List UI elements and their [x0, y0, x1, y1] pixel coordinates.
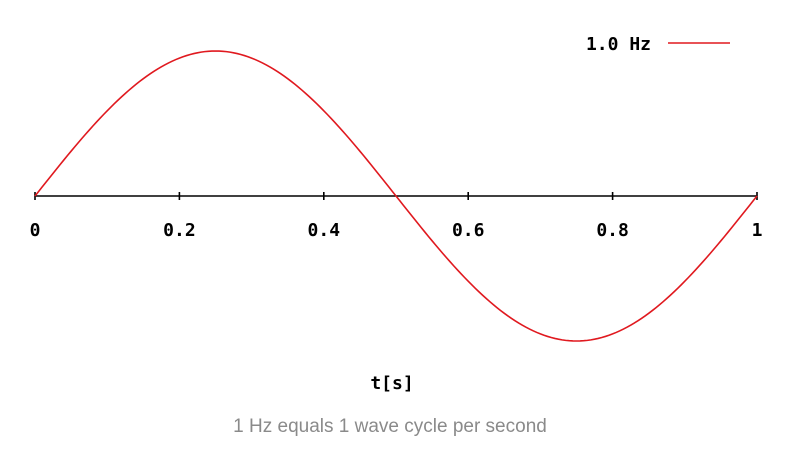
x-tick-label: 0 [30, 220, 41, 241]
axis-layer: 0 0.2 0.4 0.6 0.8 1 [30, 192, 763, 241]
x-tick-label: 0.2 [163, 220, 196, 241]
series-layer [34, 50, 758, 342]
x-axis-label: t[s] [370, 373, 413, 394]
series-line [34, 50, 758, 342]
x-tick-label: 1 [752, 220, 763, 241]
x-tick-label: 0.4 [308, 220, 341, 241]
x-tick-label: 0.6 [452, 220, 485, 241]
legend-label: 1.0 Hz [586, 34, 651, 55]
x-tick-label: 0.8 [596, 220, 629, 241]
legend: 1.0 Hz [586, 34, 730, 55]
caption: 1 Hz equals 1 wave cycle per second [233, 416, 547, 437]
